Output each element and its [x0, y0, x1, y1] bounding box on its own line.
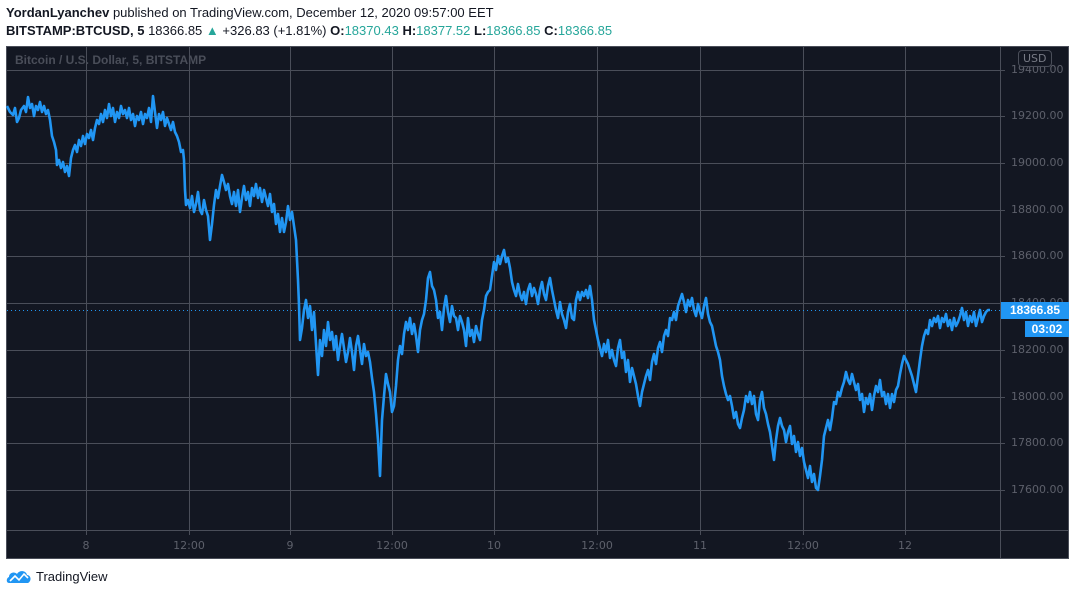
time-tick-label: 12:00 [173, 539, 205, 552]
chart-watermark: Bitcoin / U.S. Dollar, 5, BITSTAMP [15, 53, 207, 67]
price-tick-label: 19000.00 [1011, 156, 1064, 169]
time-tick-label: 12:00 [581, 539, 613, 552]
time-tick-label: 9 [286, 539, 294, 552]
chart-header: YordanLyanchev published on TradingView.… [6, 4, 612, 40]
open-label: O: [330, 23, 345, 38]
change-text: +326.83 (+1.81%) [222, 23, 327, 38]
bar-countdown: 03:02 [1025, 321, 1069, 337]
price-tick-label: 18000.00 [1011, 390, 1064, 403]
tradingview-brand-text: TradingView [36, 568, 108, 584]
price-tick-label: 18800.00 [1011, 203, 1064, 216]
price-tick-label: 19200.00 [1011, 109, 1064, 122]
high-label: H: [402, 23, 417, 38]
up-arrow-icon: ▲ [205, 23, 219, 38]
last-price-marker: 18366.85 [1001, 302, 1069, 319]
author-name[interactable]: YordanLyanchev [6, 5, 110, 20]
price-tick-label: 17600.00 [1011, 483, 1064, 496]
symbol-line: BITSTAMP:BTCUSD, 5 18366.85 ▲ +326.83 (+… [6, 22, 612, 40]
price-tick-label: 18200.00 [1011, 343, 1064, 356]
price-tick-label: 17800.00 [1011, 436, 1064, 449]
time-tick-label: 12 [898, 539, 912, 552]
tradingview-logo-icon [6, 571, 31, 583]
currency-badge[interactable]: USD [1018, 50, 1052, 67]
open-value: 18370.43 [344, 23, 399, 38]
close-label: C: [544, 23, 558, 38]
footer-brand[interactable]: TradingView [6, 568, 108, 584]
time-tick-label: 11 [693, 539, 707, 552]
published-text: published on TradingView.com, December 1… [112, 5, 494, 20]
close-value: 18366.85 [557, 23, 613, 38]
low-value: 18366.85 [486, 23, 541, 38]
low-label: L: [474, 23, 487, 38]
high-value: 18377.52 [416, 23, 471, 38]
publish-line: YordanLyanchev published on TradingView.… [6, 4, 612, 22]
time-tick-label: 12:00 [787, 539, 819, 552]
grid-lines [7, 47, 1005, 535]
time-tick-label: 10 [487, 539, 501, 552]
time-tick-label: 8 [82, 539, 90, 552]
time-tick-label: 12:00 [376, 539, 408, 552]
price-line [5, 94, 990, 492]
price-tick-label: 18600.00 [1011, 249, 1064, 262]
last-price-text: 18366.85 [148, 23, 203, 38]
symbol-name: BITSTAMP:BTCUSD, 5 [6, 23, 145, 38]
